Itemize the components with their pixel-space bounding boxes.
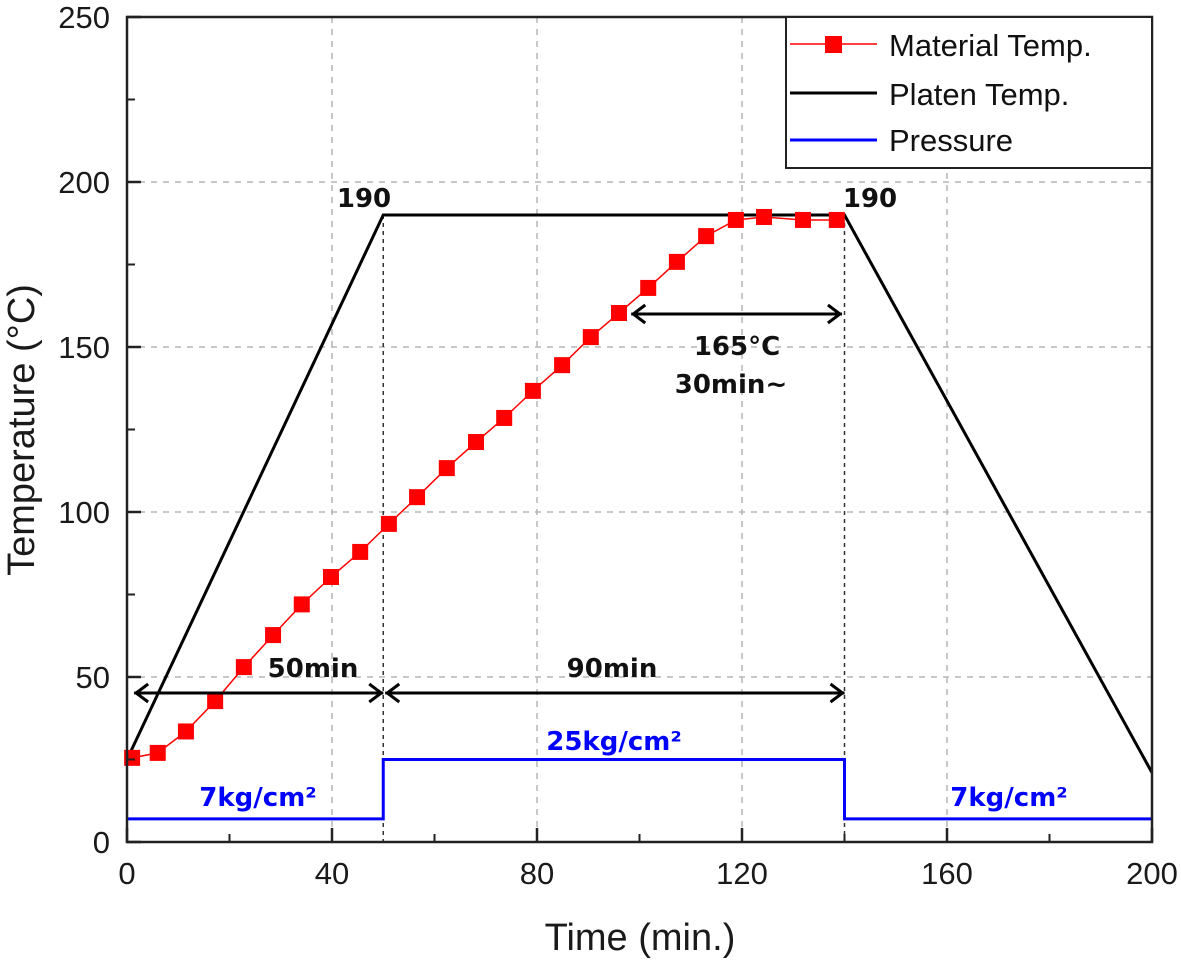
material-temp-marker bbox=[727, 211, 744, 228]
material-temp-marker bbox=[468, 434, 485, 451]
material-temp-marker bbox=[293, 596, 310, 613]
material-temp-marker bbox=[438, 460, 455, 477]
legend-label-platen: Platen Temp. bbox=[889, 77, 1069, 112]
platen-temp-line bbox=[125, 213, 1154, 774]
legend-marker-material bbox=[825, 36, 842, 53]
annotation-label: 190 bbox=[843, 184, 897, 214]
y-axis-title: Temperature (°C) bbox=[1, 284, 43, 576]
series-pressure bbox=[127, 758, 1152, 821]
material-temp-marker bbox=[409, 489, 426, 506]
material-temp-marker bbox=[668, 253, 685, 270]
x-tick-label: 40 bbox=[315, 856, 349, 891]
x-tick-label: 80 bbox=[520, 856, 554, 891]
arrow-head-left bbox=[630, 303, 647, 325]
material-temp-marker bbox=[582, 329, 599, 346]
material-temp-marker bbox=[149, 744, 166, 761]
annotation-label: 7kg/cm² bbox=[950, 783, 1067, 813]
y-tick-label: 100 bbox=[58, 495, 110, 530]
material-temp-marker bbox=[828, 211, 845, 228]
material-temp-marker bbox=[380, 515, 397, 532]
annotation-label: 25kg/cm² bbox=[546, 727, 681, 757]
span-arrows bbox=[133, 303, 845, 704]
series-platen bbox=[125, 213, 1154, 774]
x-tick-label: 200 bbox=[1126, 856, 1178, 891]
material-temp-marker bbox=[496, 409, 513, 426]
annotation-label: 7kg/cm² bbox=[199, 783, 316, 813]
material-temp-marker bbox=[524, 382, 541, 399]
material-temp-marker bbox=[207, 693, 224, 710]
arrow-head-left bbox=[384, 682, 401, 704]
y-tick-label: 0 bbox=[93, 825, 110, 860]
material-temp-marker bbox=[177, 723, 194, 740]
annotations: 190 190 50min 90min 165°C 30min~ 25kg/cm² 7kg/c… bbox=[199, 184, 1067, 813]
x-tick-labels: 0 40 80 120 160 200 bbox=[118, 856, 1177, 891]
legend-label-material: Material Temp. bbox=[889, 28, 1092, 63]
axis-ticks bbox=[125, 15, 1154, 844]
material-temp-marker bbox=[756, 208, 773, 225]
pressure-line bbox=[127, 758, 1152, 821]
x-tick-label: 0 bbox=[118, 856, 135, 891]
arrow-head-right bbox=[829, 682, 845, 704]
annotation-label: 50min bbox=[268, 654, 359, 684]
material-temp-marker bbox=[322, 569, 339, 586]
material-temp-marker bbox=[352, 543, 369, 560]
material-temp-marker bbox=[235, 659, 252, 676]
series-material bbox=[124, 208, 845, 766]
material-temp-marker bbox=[698, 228, 715, 245]
arrow-head-left bbox=[133, 682, 150, 704]
annotation-label: 165°C bbox=[694, 332, 780, 362]
arrow-head-right bbox=[368, 682, 384, 704]
y-tick-label: 150 bbox=[58, 330, 110, 365]
y-tick-labels: 0 50 100 150 200 250 bbox=[58, 0, 110, 860]
material-temp-marker bbox=[794, 211, 811, 228]
annotation-label: 190 bbox=[337, 184, 391, 214]
annotation-label: 30min~ bbox=[675, 370, 787, 400]
x-tick-label: 160 bbox=[921, 856, 973, 891]
material-temp-marker bbox=[554, 357, 571, 374]
x-tick-label: 120 bbox=[716, 856, 768, 891]
y-tick-label: 50 bbox=[76, 660, 110, 695]
arrow-head-right bbox=[827, 303, 843, 325]
x-axis-title: Time (min.) bbox=[545, 917, 736, 959]
legend: Material Temp. Platen Temp. Pressure bbox=[785, 16, 1153, 169]
material-temp-marker bbox=[265, 627, 282, 644]
y-tick-label: 250 bbox=[58, 0, 110, 35]
y-tick-label: 200 bbox=[58, 165, 110, 200]
material-temp-marker bbox=[611, 305, 627, 322]
legend-label-pressure: Pressure bbox=[889, 123, 1013, 158]
material-temp-marker bbox=[640, 279, 657, 296]
annotation-label: 90min bbox=[567, 654, 658, 684]
